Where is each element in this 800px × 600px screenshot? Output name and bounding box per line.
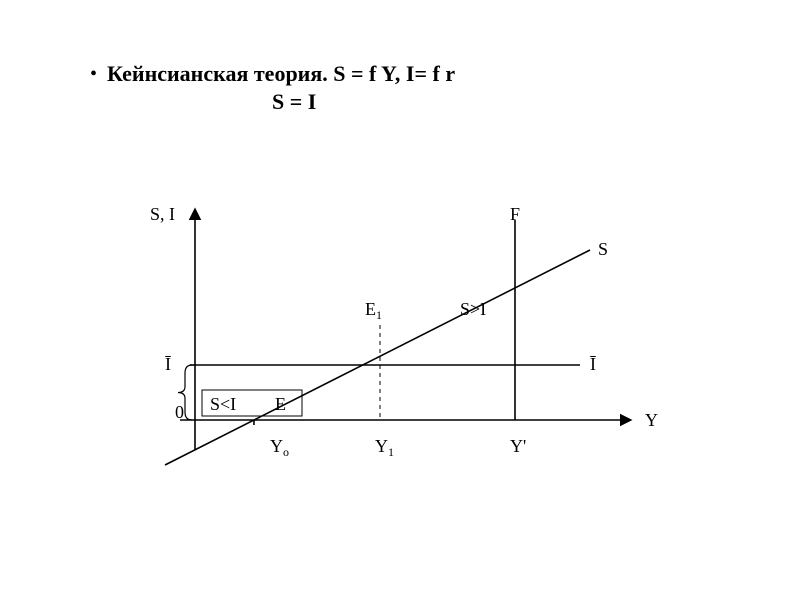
chart-svg: S, I Y 0 Ī Ī S<I E E1 S>I F S Yo Y1 Y' <box>110 190 670 510</box>
svg-text:Yo: Yo <box>270 436 289 459</box>
svg-text:S: S <box>598 239 608 259</box>
svg-text:E: E <box>275 394 286 414</box>
svg-text:S>I: S>I <box>460 299 486 319</box>
svg-text:S, I: S, I <box>150 204 175 224</box>
svg-text:S<I: S<I <box>210 394 236 414</box>
title-line-1: Кейнсианская теория. S = f Y, I= f r <box>107 60 455 88</box>
svg-text:E1: E1 <box>365 299 382 322</box>
bullet-icon: • <box>90 60 97 88</box>
svg-text:Y': Y' <box>510 436 526 456</box>
title-block: • Кейнсианская теория. S = f Y, I= f r S… <box>90 60 710 116</box>
svg-text:0: 0 <box>175 402 184 422</box>
svg-text:Ī: Ī <box>590 354 596 374</box>
title-line-2: S = I <box>272 88 455 116</box>
slide-root: • Кейнсианская теория. S = f Y, I= f r S… <box>0 0 800 600</box>
svg-text:Y1: Y1 <box>375 436 394 459</box>
title-row: • Кейнсианская теория. S = f Y, I= f r S… <box>90 60 710 116</box>
svg-text:Ī: Ī <box>165 354 171 374</box>
svg-text:F: F <box>510 204 520 224</box>
title-text: Кейнсианская теория. S = f Y, I= f r S =… <box>107 60 455 116</box>
keynesian-chart: S, I Y 0 Ī Ī S<I E E1 S>I F S Yo Y1 Y' <box>110 190 670 510</box>
svg-text:Y: Y <box>645 410 658 430</box>
